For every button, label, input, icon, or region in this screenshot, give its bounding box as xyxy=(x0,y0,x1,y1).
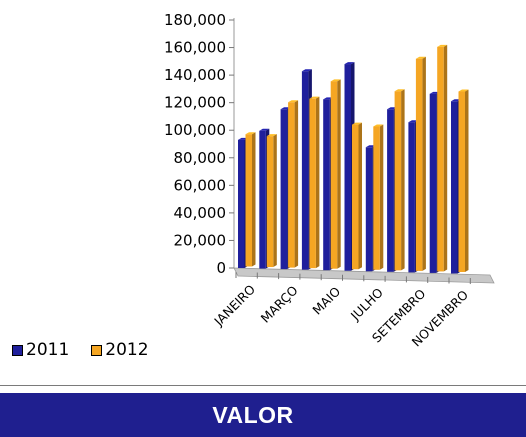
bar-side xyxy=(294,100,299,268)
bar-front xyxy=(415,58,423,271)
bar-side xyxy=(443,44,448,272)
legend-item-2011: 2011 xyxy=(12,340,69,360)
y-tick-label: 140,000 xyxy=(164,66,226,84)
y-tick-label: 60,000 xyxy=(174,176,227,194)
bar-front xyxy=(451,101,458,274)
bar-front xyxy=(330,81,338,269)
bar-side xyxy=(465,89,469,272)
bar-top xyxy=(352,122,362,125)
y-tick-label: 80,000 xyxy=(174,149,227,167)
bar-front xyxy=(387,109,394,272)
bar-top xyxy=(437,44,448,47)
bar-front xyxy=(245,134,252,267)
legend-label-2012: 2012 xyxy=(105,340,149,360)
title-banner: VALOR xyxy=(0,393,526,437)
bar-side xyxy=(422,56,426,271)
bar-front xyxy=(408,122,415,273)
bar-front xyxy=(365,147,373,272)
bar-side xyxy=(358,122,362,270)
bar-2012-agosto xyxy=(394,89,405,271)
bar-chart: 0 20,000 40,000 60,000 80,000 100,000 120,000 1… xyxy=(164,11,495,349)
bar-front xyxy=(394,91,402,271)
bar-front xyxy=(323,99,330,271)
y-tick-label: 20,000 xyxy=(174,231,227,249)
y-tick-label: 100,000 xyxy=(164,121,226,139)
bar-front xyxy=(259,130,266,269)
bar-top xyxy=(301,69,312,72)
bar-front xyxy=(309,98,316,269)
bar-2012-julho xyxy=(373,124,384,270)
bar-top xyxy=(288,100,299,103)
divider-line xyxy=(0,385,526,386)
bar-2012-janeiro xyxy=(245,132,256,267)
bar-side xyxy=(401,89,405,271)
legend-swatch-2012 xyxy=(91,344,103,356)
bar-side xyxy=(315,96,320,269)
bar-top xyxy=(266,134,277,137)
chart-legend: 2011 2012 xyxy=(12,340,171,360)
bar-top xyxy=(373,124,384,127)
bar-2012-outubro xyxy=(437,44,448,272)
bar-front xyxy=(344,64,351,271)
bar-2012-junho xyxy=(352,122,362,270)
y-tick-label: 160,000 xyxy=(164,39,226,57)
bar-top xyxy=(259,128,270,131)
bar-front xyxy=(280,109,288,270)
x-tick-label: MAIO xyxy=(309,284,343,318)
bar-front xyxy=(238,139,245,268)
bar-top xyxy=(458,89,469,92)
bar-top xyxy=(344,62,355,65)
bar-front xyxy=(266,136,274,268)
bar-2012-novembro xyxy=(458,89,469,272)
bar-front xyxy=(458,91,465,272)
x-tick-label: JANEIRO xyxy=(210,281,258,329)
bar-2012-março xyxy=(288,100,299,268)
bar-side xyxy=(337,79,341,269)
bar-2012-fevereiro xyxy=(266,134,277,268)
bar-side xyxy=(273,134,277,268)
bar-side xyxy=(379,124,384,270)
bar-front xyxy=(437,46,444,272)
x-tick-label: JULHO xyxy=(347,285,386,324)
y-tick-label: 180,000 xyxy=(164,11,226,29)
y-tick-label: 120,000 xyxy=(164,94,226,112)
x-tick-label: MARÇO xyxy=(258,283,301,326)
bar-front xyxy=(429,93,437,273)
bar-top xyxy=(245,132,256,135)
bar-2012-maio xyxy=(330,79,341,269)
banner-title: VALOR xyxy=(212,401,294,428)
bar-side xyxy=(252,132,256,267)
y-tick-label: 40,000 xyxy=(174,204,227,222)
bar-front xyxy=(352,124,359,270)
bar-top xyxy=(330,79,341,82)
bar-2012-abril xyxy=(309,96,320,269)
bar-top xyxy=(415,56,426,59)
bar-2012-setembro xyxy=(415,56,426,271)
bar-top xyxy=(394,89,405,92)
legend-swatch-2011 xyxy=(12,344,23,356)
legend-label-2011: 2011 xyxy=(26,340,70,360)
bar-front xyxy=(288,102,295,268)
bar-top xyxy=(309,96,320,99)
bar-front xyxy=(301,71,309,270)
y-tick-label: 0 xyxy=(216,259,226,277)
legend-item-2012: 2012 xyxy=(91,340,149,360)
bar-front xyxy=(373,126,380,270)
